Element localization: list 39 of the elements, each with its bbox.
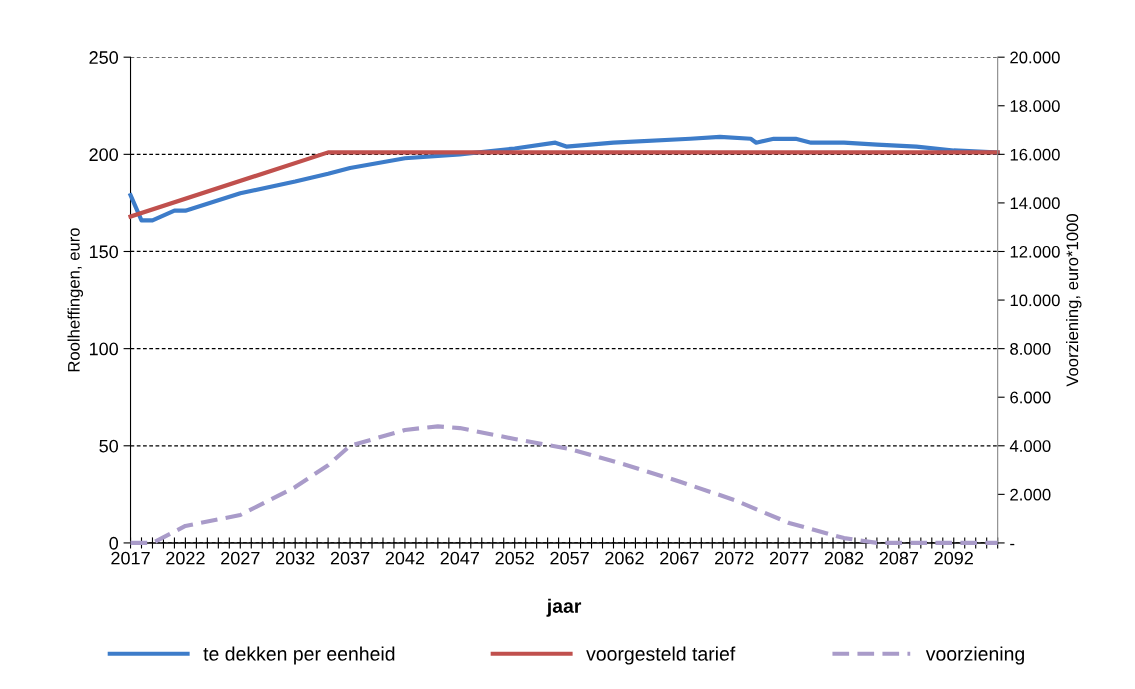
x-tick-label: 2032 <box>276 551 315 565</box>
x-tick-label: 2037 <box>330 551 370 565</box>
y-tick-label: 0 <box>109 536 119 550</box>
x-axis-title: jaar <box>546 598 582 617</box>
y-tick-label: 250 <box>89 51 119 64</box>
x-tick-label: 2017 <box>111 551 150 565</box>
x-tick-label: 2082 <box>824 551 864 565</box>
y-axis-title: Roolheffingen, euro <box>67 228 84 372</box>
y2-tick-label: 8.000 <box>1010 343 1051 355</box>
y2-tick-label: 12.000 <box>1010 245 1060 258</box>
legend-label: voorziening <box>925 646 1024 665</box>
y2-tick-label: - <box>1010 543 1015 546</box>
y2-tick-label: 18.000 <box>1010 100 1060 112</box>
x-tick-label: 2052 <box>495 551 534 565</box>
y2-tick-label: 16.000 <box>1010 148 1060 161</box>
y2-axis-title: Voorziening, euro*1000 <box>1066 214 1082 387</box>
x-tick-label: 2087 <box>879 551 919 565</box>
legend-label: te dekken per eenheid <box>203 646 395 665</box>
y-tick-label: 100 <box>89 342 119 356</box>
x-tick-label: 2092 <box>934 551 973 565</box>
legend-label: voorgesteld tarief <box>586 646 736 665</box>
y2-tick-label: 14.000 <box>1010 197 1060 210</box>
x-tick-label: 2022 <box>166 551 205 565</box>
x-tick-label: 2072 <box>715 551 754 565</box>
x-tick-label: 2077 <box>769 551 809 565</box>
y-tick-label: 150 <box>89 245 119 259</box>
y2-tick-label: 2.000 <box>1010 488 1051 501</box>
x-tick-label: 2067 <box>660 551 699 565</box>
y2-tick-label: 6.000 <box>1010 391 1051 404</box>
y2-tick-label: 20.000 <box>1010 51 1060 64</box>
y-tick-label: 50 <box>99 439 119 453</box>
y-tick-label: 200 <box>89 148 119 162</box>
x-tick-label: 2042 <box>385 551 425 565</box>
x-tick-label: 2057 <box>550 551 589 565</box>
x-tick-label: 2047 <box>440 551 479 565</box>
x-tick-label: 2062 <box>605 551 644 565</box>
y2-tick-label: 4.000 <box>1009 440 1051 452</box>
y2-tick-label: 10.000 <box>1010 294 1060 307</box>
x-tick-label: 2027 <box>221 551 260 565</box>
